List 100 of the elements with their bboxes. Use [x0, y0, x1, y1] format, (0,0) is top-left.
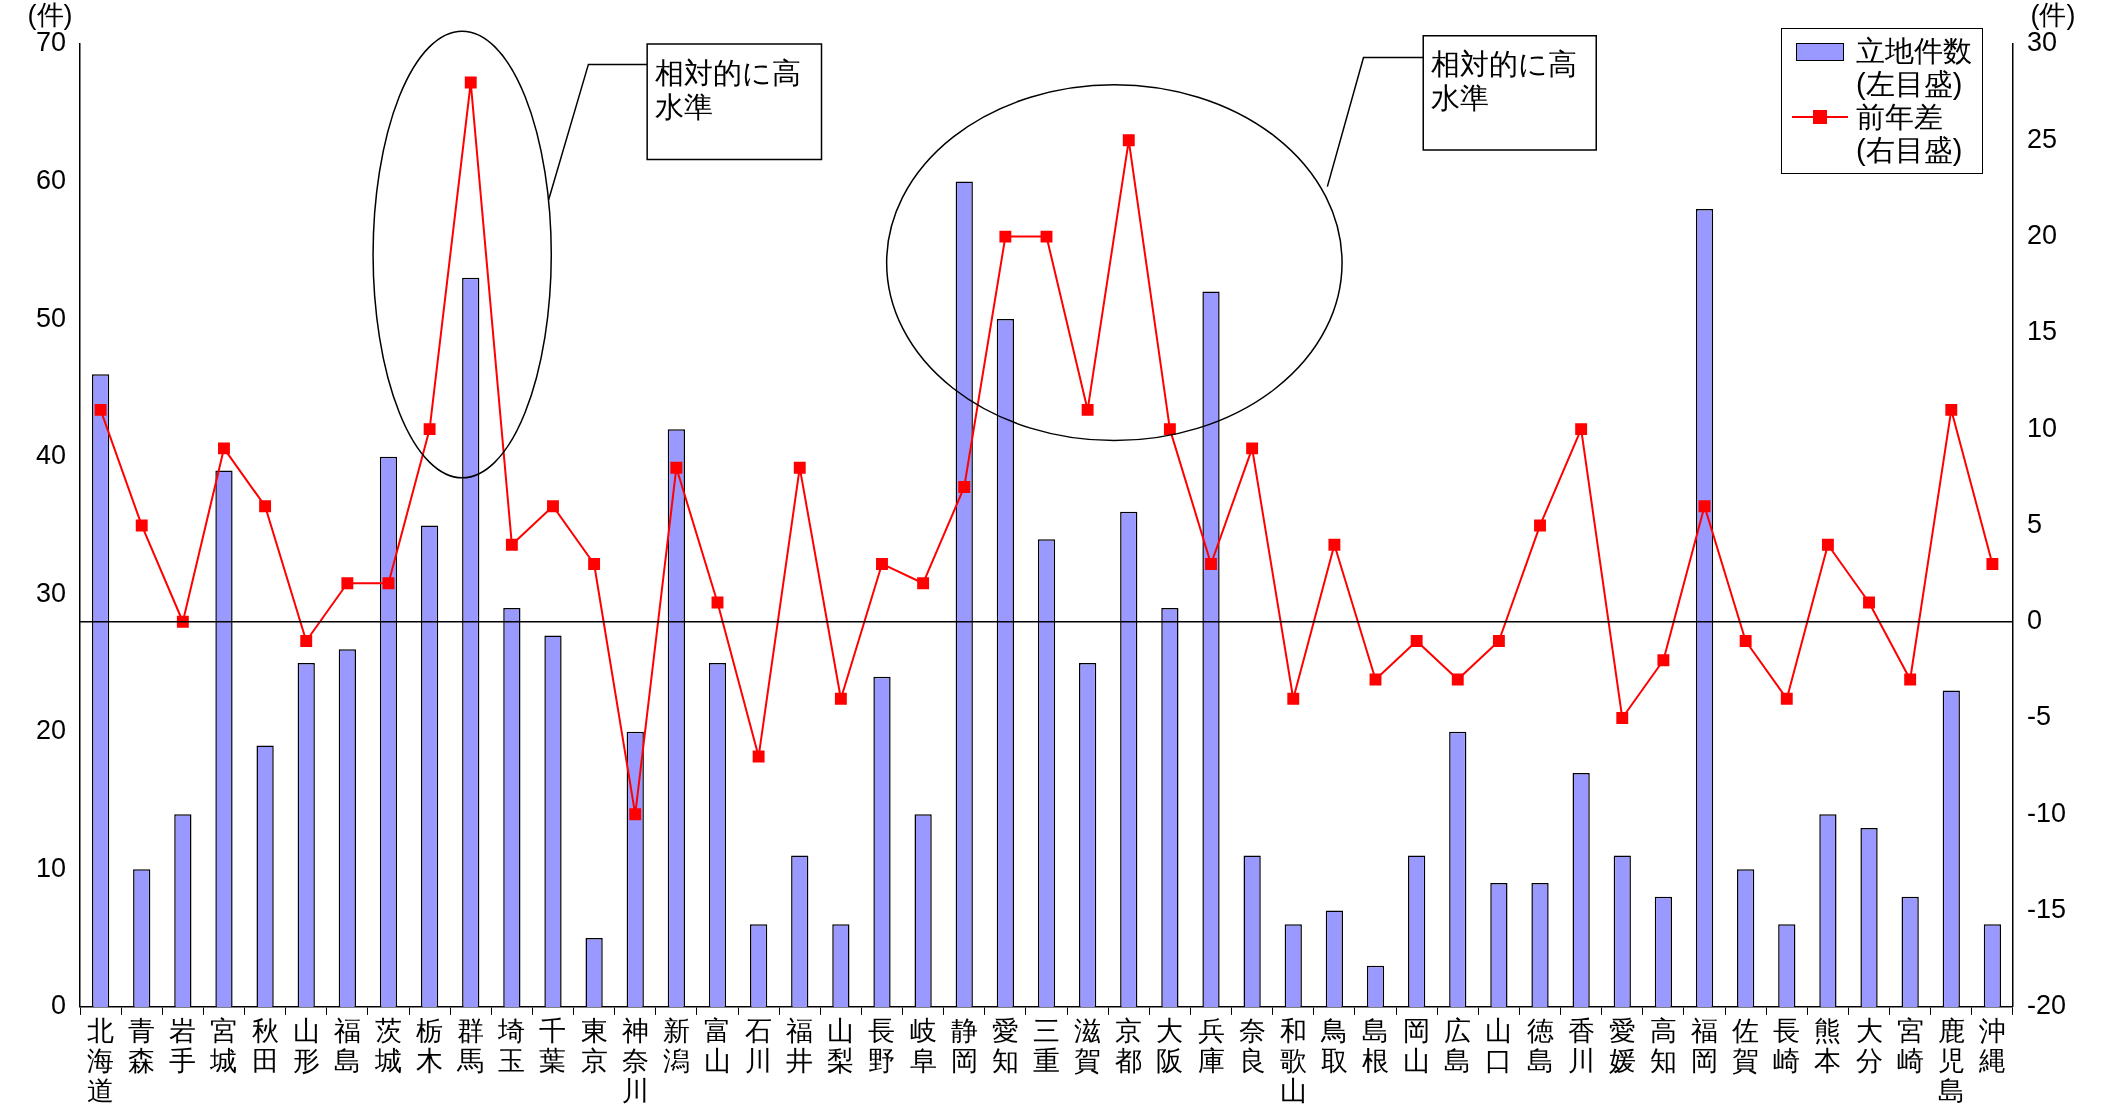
point	[135, 519, 148, 532]
point	[834, 692, 847, 705]
x-tick-label: 埼玉	[497, 1016, 526, 1076]
point	[218, 442, 230, 455]
point	[1410, 635, 1423, 647]
point	[752, 750, 765, 763]
x-tick-label: 富山	[703, 1016, 731, 1076]
point	[917, 577, 930, 590]
x-tick-label: 島根	[1362, 1016, 1390, 1076]
y2-tick-label: 25	[2026, 123, 2058, 154]
y-tick-label: 10	[35, 852, 67, 883]
point	[1863, 596, 1875, 609]
point	[1698, 500, 1711, 513]
point	[1205, 558, 1217, 570]
x-tick-label: 静岡	[950, 1016, 978, 1076]
x-tick-label: 東京	[580, 1016, 608, 1076]
y2-tick-label: 20	[2026, 220, 2058, 251]
x-tick-label: 広島	[1444, 1016, 1472, 1076]
point	[423, 423, 436, 436]
y-tick-label: 20	[35, 715, 67, 746]
annotation: 相対的に高水準	[655, 56, 802, 123]
x-tick-label: 鳥取	[1319, 1016, 1348, 1076]
point	[629, 808, 642, 821]
point	[505, 538, 518, 551]
point	[94, 403, 107, 416]
point	[793, 461, 806, 474]
x-tick-label: 岐阜	[909, 1016, 937, 1076]
x-tick-label: 大阪	[1156, 1016, 1184, 1076]
y2-tick-label: 5	[2026, 508, 2043, 539]
x-tick-label: 宮崎	[1896, 1016, 1924, 1076]
point	[1739, 635, 1752, 647]
point	[1040, 230, 1053, 243]
x-tick-label: 香川	[1567, 1016, 1595, 1076]
x-tick-label: 山口	[1485, 1016, 1513, 1076]
x-tick-label: 北海道	[87, 1016, 115, 1106]
x-tick-label: 青森	[128, 1016, 156, 1076]
point	[1122, 134, 1135, 147]
x-tick-label: 和歌山	[1279, 1016, 1307, 1106]
x-tick-label: 福井	[786, 1016, 814, 1076]
point	[1492, 635, 1505, 647]
x-tick-label: 京都	[1115, 1016, 1143, 1076]
y2-tick-label: -10	[2026, 797, 2067, 828]
y-tick-label: 60	[35, 165, 67, 196]
point	[1986, 558, 1999, 570]
x-tick-label: 千葉	[539, 1016, 567, 1076]
point	[958, 480, 971, 493]
x-tick-label: 奈良	[1238, 1016, 1266, 1076]
y2-tick-label: 10	[2026, 412, 2058, 443]
y2-tick-label: -15	[2026, 894, 2067, 925]
x-tick-label: 熊本	[1814, 1016, 1842, 1076]
x-tick-label: 岩手	[169, 1016, 197, 1076]
x-tick-label: 沖縄	[1977, 1016, 2006, 1076]
point	[588, 558, 601, 570]
point	[464, 76, 477, 89]
point	[1287, 692, 1300, 705]
y2-tick-label: -5	[2026, 701, 2051, 732]
point	[1328, 538, 1341, 551]
x-tick-label: 福岡	[1691, 1016, 1719, 1076]
x-tick-label: 栃木	[416, 1016, 444, 1076]
point	[670, 461, 683, 474]
x-tick-label: 兵庫	[1197, 1016, 1225, 1076]
point	[876, 558, 888, 570]
point	[1657, 654, 1670, 667]
y-tick-label: 0	[51, 990, 67, 1021]
point	[382, 577, 395, 590]
y-tick-label: 50	[35, 302, 67, 333]
point	[259, 500, 272, 513]
point	[1945, 403, 1958, 416]
legend-label: 立地件数 (左目盛)	[1855, 35, 1972, 101]
point	[1575, 423, 1588, 436]
x-tick-label: 秋田	[251, 1016, 279, 1076]
x-tick-label: 山梨	[827, 1016, 855, 1076]
x-tick-label: 佐賀	[1732, 1016, 1760, 1076]
point	[1904, 673, 1917, 686]
x-tick-label: 神奈川	[621, 1016, 649, 1106]
x-tick-label: 茨城	[373, 1016, 402, 1076]
y-tick-label: 40	[35, 440, 67, 471]
point	[1534, 519, 1546, 532]
point	[1163, 423, 1176, 436]
x-tick-label: 群馬	[456, 1016, 485, 1076]
x-tick-label: 岡山	[1403, 1016, 1431, 1076]
point	[1821, 538, 1834, 551]
x-tick-label: 宮城	[209, 1016, 238, 1076]
y2-tick-label: 0	[2026, 605, 2043, 636]
point	[1081, 403, 1094, 416]
x-tick-label: 高知	[1649, 1016, 1677, 1076]
annotation: 相対的に高水準	[1431, 48, 1578, 115]
point	[300, 635, 313, 647]
legend-label: 前年差 (右目盛)	[1855, 101, 1963, 167]
x-tick-label: 愛知	[991, 1016, 1019, 1076]
x-tick-label: 鹿児島	[1937, 1016, 1965, 1106]
y-axis-title: (件)	[27, 0, 73, 30]
x-tick-label: 大分	[1855, 1016, 1883, 1076]
y2-tick-label: -20	[2026, 990, 2067, 1021]
x-tick-label: 長野	[868, 1016, 896, 1076]
point	[1451, 673, 1464, 686]
point	[1616, 712, 1629, 724]
x-tick-label: 石川	[745, 1016, 773, 1076]
y2-tick-label: 15	[2026, 316, 2058, 347]
x-tick-label: 新潟	[662, 1016, 690, 1076]
